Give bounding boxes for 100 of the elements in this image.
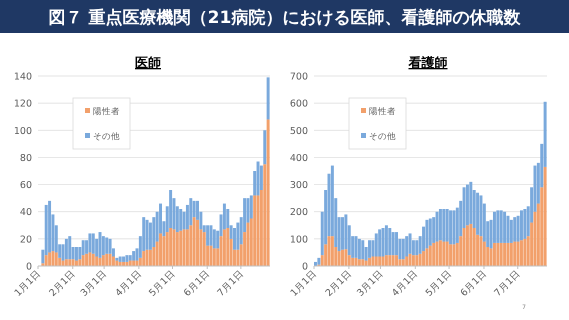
bar [146, 220, 149, 250]
y-tick-label: 700 [290, 72, 308, 82]
bar [196, 220, 199, 266]
bar [476, 192, 480, 235]
x-tick-label: 3月1日 [355, 268, 386, 299]
y-tick-label: 300 [290, 180, 308, 192]
bar [182, 229, 186, 266]
bar [479, 236, 482, 266]
bar [64, 238, 68, 260]
bar [520, 240, 523, 266]
bar [148, 250, 152, 266]
bar [142, 251, 146, 266]
bar [176, 232, 179, 266]
bar [105, 238, 108, 254]
bar [466, 225, 469, 266]
bar [358, 259, 361, 266]
bar [500, 210, 503, 243]
bar [384, 255, 388, 266]
bar [496, 210, 500, 243]
bar [256, 162, 260, 196]
bar [449, 210, 452, 244]
bar [395, 255, 398, 266]
bar [388, 255, 392, 266]
bar [341, 217, 344, 250]
bar [125, 255, 128, 262]
x-tick-label: 7月1日 [492, 268, 523, 299]
bar [425, 248, 428, 266]
x-tick-label: 6月1日 [458, 268, 490, 299]
bar [95, 256, 98, 266]
x-tick-label: 6月1日 [182, 268, 212, 299]
bar [436, 242, 439, 266]
y-tick-label: 600 [290, 98, 308, 110]
bar [212, 248, 216, 266]
bar [48, 252, 52, 266]
bar [118, 256, 122, 262]
bar [516, 242, 520, 266]
bar [74, 247, 78, 261]
bar [317, 258, 320, 265]
bar [492, 242, 496, 266]
bar [266, 119, 270, 266]
bar [438, 240, 442, 266]
y-tick-label: 120 [14, 98, 32, 110]
legend-label: その他 [369, 131, 396, 142]
bar [415, 255, 418, 266]
y-tick-label: 400 [290, 152, 308, 164]
bar [169, 190, 172, 228]
bar [102, 236, 105, 256]
bar [108, 238, 112, 254]
bar [92, 233, 95, 254]
bar [338, 251, 341, 266]
bar [388, 228, 392, 256]
y-tick-label: 500 [290, 126, 308, 137]
bar [374, 256, 378, 266]
bar [392, 232, 395, 256]
y-tick-label: 100 [14, 126, 32, 137]
bar [82, 240, 85, 256]
bar [92, 254, 95, 266]
bar [136, 260, 138, 266]
bar [361, 240, 364, 260]
bar [72, 259, 75, 266]
chart-title: 医師 [135, 56, 161, 71]
bar [88, 233, 92, 252]
bar [378, 256, 382, 266]
bar [354, 258, 358, 266]
y-tick-label: 140 [14, 72, 32, 82]
bar [392, 255, 395, 266]
bar [442, 242, 446, 266]
bar [523, 238, 526, 266]
bar [169, 228, 172, 266]
bar [472, 228, 476, 266]
bar [44, 255, 48, 266]
bar [132, 260, 136, 266]
bar [364, 260, 368, 266]
bar [98, 258, 102, 266]
bar [382, 228, 385, 256]
bar [503, 212, 506, 243]
bar [253, 195, 256, 266]
bar [422, 251, 426, 266]
bar [520, 210, 523, 240]
bar [469, 182, 472, 224]
bar [98, 232, 102, 258]
x-tick-label: 5月1日 [424, 268, 454, 299]
bar [412, 255, 415, 266]
bar [112, 256, 115, 266]
bar [64, 259, 68, 266]
bar [226, 228, 230, 266]
bar [368, 258, 372, 266]
bar [402, 259, 405, 266]
bar [189, 198, 192, 226]
bar [85, 254, 88, 266]
bar [115, 258, 118, 261]
x-tick-label: 3月1日 [78, 268, 110, 299]
bar [500, 242, 503, 266]
bar [510, 220, 513, 243]
bar [446, 209, 449, 242]
bar [382, 256, 385, 266]
bar [466, 184, 469, 226]
bar [432, 242, 436, 266]
bar [122, 256, 126, 262]
x-tick-label: 5月1日 [147, 268, 178, 299]
